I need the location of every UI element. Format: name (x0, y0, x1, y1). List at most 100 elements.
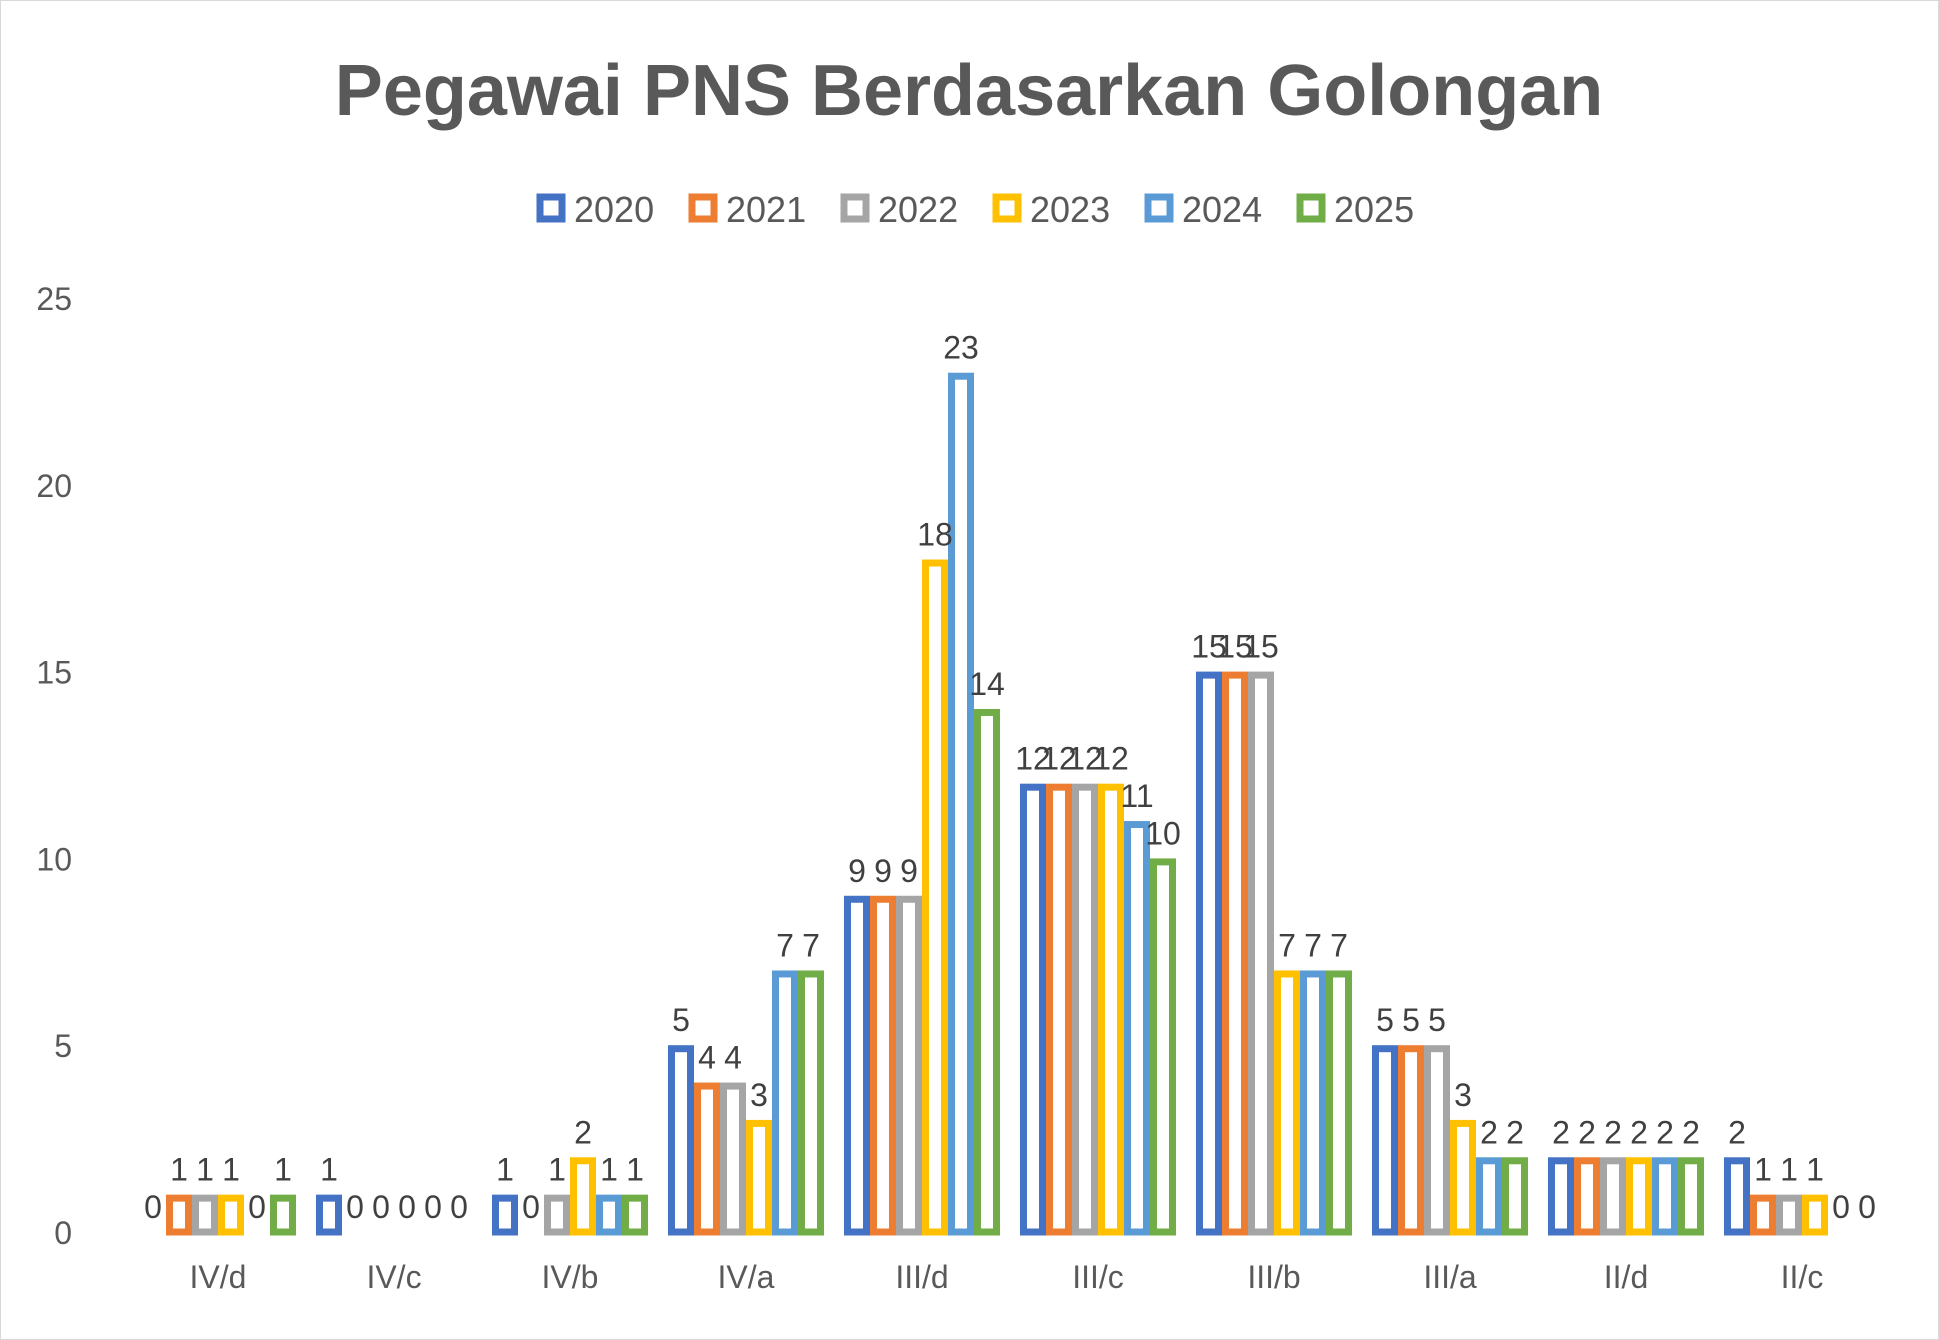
bar-2022-II/c (1776, 1194, 1802, 1236)
bar-2021-IV/d (166, 1194, 192, 1236)
x-tick-label: IV/d (190, 1259, 247, 1295)
data-label-2021-IV/d: 1 (170, 1152, 188, 1188)
data-label-2021-III/b: 15 (1217, 629, 1253, 665)
bar-2021-II/c (1750, 1194, 1776, 1236)
data-label-2021-IV/a: 4 (698, 1040, 716, 1076)
bar-2020-IV/a (668, 1045, 694, 1236)
data-label-2022-III/a: 5 (1428, 1002, 1446, 1038)
y-tick-label: 0 (54, 1215, 72, 1251)
bar-2024-IV/a (772, 970, 798, 1236)
bar-2023-III/c (1098, 783, 1124, 1236)
data-label-2020-III/a: 5 (1376, 1002, 1394, 1038)
data-label-2024-IV/a: 7 (776, 927, 794, 963)
data-label-2025-III/a: 2 (1506, 1114, 1524, 1150)
bar-2023-IV/b (570, 1157, 596, 1236)
x-tick-label: IV/c (366, 1259, 421, 1295)
data-label-2023-II/c: 1 (1806, 1152, 1824, 1188)
data-label-2021-III/a: 5 (1402, 1002, 1420, 1038)
data-label-2022-III/d: 9 (900, 853, 918, 889)
bar-2023-IV/a (746, 1119, 772, 1236)
bar-2021-II/d (1574, 1157, 1600, 1236)
bar-2020-III/b (1196, 671, 1222, 1236)
bar-2023-II/d (1626, 1157, 1652, 1236)
bar-2025-III/a (1502, 1157, 1528, 1236)
legend-swatch (688, 193, 718, 223)
x-tick-label: III/c (1072, 1259, 1124, 1295)
bar-2025-II/d (1678, 1157, 1704, 1236)
bar-2022-IV/b (544, 1194, 570, 1236)
bar-2022-III/c (1072, 783, 1098, 1236)
data-label-2025-IV/a: 7 (802, 927, 820, 963)
legend-item-2022: 2022 (840, 189, 958, 230)
data-label-2021-II/d: 2 (1578, 1114, 1596, 1150)
bar-2022-IV/d (192, 1194, 218, 1236)
bar-2020-III/a (1372, 1045, 1398, 1236)
data-label-2021-III/c: 12 (1041, 741, 1077, 777)
data-label-2024-IV/d: 0 (248, 1189, 266, 1225)
bar-2022-IV/a (720, 1082, 746, 1236)
legend-swatch (840, 193, 870, 223)
data-label-2021-II/c: 1 (1754, 1152, 1772, 1188)
bar-2022-III/a (1424, 1045, 1450, 1236)
data-label-2025-IV/c: 0 (450, 1189, 468, 1225)
y-tick-label: 10 (36, 841, 72, 877)
data-label-2023-III/c: 12 (1093, 741, 1129, 777)
data-label-2024-II/d: 2 (1656, 1114, 1674, 1150)
data-label-2025-III/d: 14 (969, 666, 1005, 702)
legend-label: 2021 (726, 189, 806, 230)
data-label-2023-IV/c: 0 (398, 1189, 416, 1225)
legend-swatch (1296, 193, 1326, 223)
bar-2021-III/a (1398, 1045, 1424, 1236)
data-label-2023-II/d: 2 (1630, 1114, 1648, 1150)
bar-2020-III/c (1020, 783, 1046, 1236)
data-label-2022-IV/c: 0 (372, 1189, 390, 1225)
x-axis: IV/d IV/c IV/b IV/a III/d III/c III/b III/a II/d… (190, 1259, 1824, 1295)
bar-2023-II/c (1802, 1194, 1828, 1236)
bar-2025-III/b (1326, 970, 1352, 1236)
data-label-2022-III/b: 15 (1243, 629, 1279, 665)
data-label-2020-II/d: 2 (1552, 1114, 1570, 1150)
bar-2024-III/c (1124, 821, 1150, 1236)
legend-swatch (1144, 193, 1174, 223)
legend-swatch (992, 193, 1022, 223)
y-tick-label: 5 (54, 1028, 72, 1064)
data-label-2023-III/d: 18 (917, 517, 953, 553)
legend-item-2024: 2024 (1144, 189, 1262, 230)
bar-2022-III/d (896, 895, 922, 1236)
bar-2025-IV/b (622, 1194, 648, 1236)
x-tick-label: III/b (1247, 1259, 1300, 1295)
legend-label: 2023 (1030, 189, 1110, 230)
data-label-2025-II/d: 2 (1682, 1114, 1700, 1150)
bar-2021-III/d (870, 895, 896, 1236)
chart-title: Pegawai PNS Berdasarkan Golongan (335, 51, 1603, 131)
data-label-2020-III/c: 12 (1015, 741, 1051, 777)
data-label-2022-II/c: 1 (1780, 1152, 1798, 1188)
data-label-2024-III/d: 23 (943, 330, 979, 366)
y-tick-label: 25 (36, 281, 72, 317)
data-label-2024-IV/c: 0 (424, 1189, 442, 1225)
bar-2020-II/c (1724, 1157, 1750, 1236)
bar-2020-IV/b (492, 1194, 518, 1236)
bars-layer (166, 372, 1828, 1236)
data-label-2021-III/d: 9 (874, 853, 892, 889)
y-tick-label: 15 (36, 655, 72, 691)
x-tick-label: IV/a (718, 1259, 775, 1295)
bar-2025-III/d (974, 708, 1000, 1236)
legend-item-2025: 2025 (1296, 189, 1414, 230)
legend-label: 2025 (1334, 189, 1414, 230)
legend-item-2020: 2020 (536, 189, 654, 230)
data-label-2020-IV/c: 1 (320, 1152, 338, 1188)
data-label-2020-IV/d: 0 (144, 1189, 162, 1225)
data-label-2020-III/b: 15 (1191, 629, 1227, 665)
data-label-2024-II/c: 0 (1832, 1189, 1850, 1225)
bar-2021-IV/a (694, 1082, 720, 1236)
data-label-2023-IV/a: 3 (750, 1077, 768, 1113)
bar-2023-IV/d (218, 1194, 244, 1236)
bar-2024-IV/b (596, 1194, 622, 1236)
bar-2020-III/d (844, 895, 870, 1236)
data-label-2025-IV/b: 1 (626, 1152, 644, 1188)
legend-item-2021: 2021 (688, 189, 806, 230)
legend-label: 2024 (1182, 189, 1262, 230)
